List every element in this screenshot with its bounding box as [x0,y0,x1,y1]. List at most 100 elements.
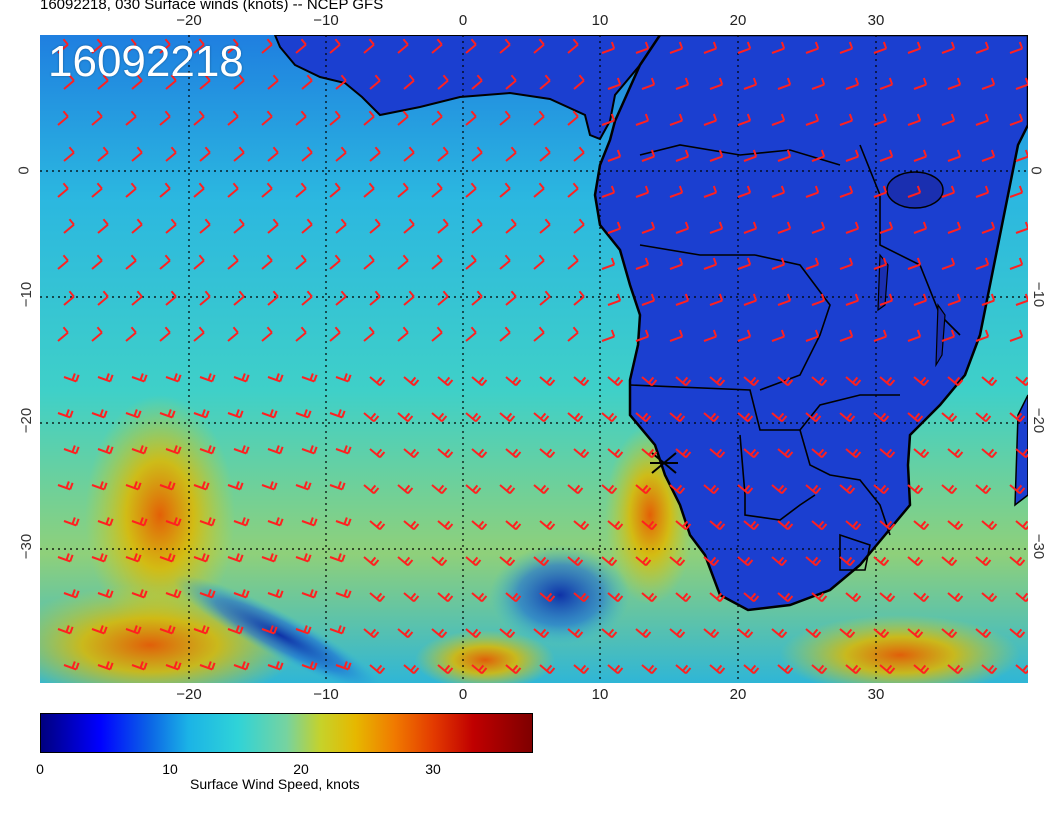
lon-tick-bottom: −20 [176,686,202,703]
wind-barb [981,149,996,162]
wind-barb [363,110,375,126]
wind-barb [403,376,420,387]
wind-barb [539,592,556,603]
wind-barb [709,149,724,162]
wind-barb [737,556,754,567]
wind-barb [403,290,415,306]
wind-barb [329,553,346,563]
wind-barb [335,218,347,234]
wind-barb [199,589,216,599]
wind-barb [227,553,244,563]
wind-barb [159,481,176,491]
wind-barb [913,448,930,459]
wind-barb [499,484,516,495]
wind-barb [437,218,449,234]
wind-barb [913,520,930,531]
wind-barb [873,185,888,198]
wind-barb [845,520,862,531]
wind-barb [873,257,888,270]
wind-barb [165,218,177,234]
wind-barb [533,628,550,639]
wind-barb [635,412,652,423]
wind-barb [641,149,656,162]
wind-barb [737,484,754,495]
wind-barb [369,376,386,387]
wind-barb [1009,628,1026,639]
wind-barb [261,254,273,270]
wind-barbs [57,38,1028,675]
wind-barb [941,257,956,270]
wind-barb [233,290,245,306]
wind-barb [131,517,148,527]
wind-barb [125,38,137,54]
wind-barb [601,41,616,54]
wind-barb [703,556,720,567]
wind-barb [607,520,624,531]
wind-barb [567,412,584,423]
wind-barb [295,110,307,126]
wind-barb [907,484,924,495]
map-title: 16092218, 030 Surface winds (knots) -- N… [40,0,384,13]
wind-barb [97,589,114,599]
wind-barb [301,290,313,306]
wind-barb [233,517,250,527]
wind-barb [1015,592,1028,603]
wind-barb [397,628,414,639]
wind-barb [981,448,998,459]
wind-barb [363,182,375,198]
wind-barb [227,254,239,270]
wind-barb [601,257,616,270]
wind-barb [267,74,279,90]
wind-barb [335,373,352,383]
wind-barb [125,481,142,491]
wind-barb [63,218,75,234]
wind-barb [975,113,990,126]
wind-barb [771,185,786,198]
wind-barb [505,218,517,234]
wind-barb [635,484,652,495]
wind-barb [499,556,516,567]
wind-barb [97,517,114,527]
wind-barb [771,556,788,567]
wind-barb [913,77,928,90]
wind-barb [777,448,794,459]
wind-barb [947,376,964,387]
wind-barb [505,520,522,531]
wind-barb [335,661,352,671]
wind-barb [805,412,822,423]
wind-barb [267,517,284,527]
colorbar-tick: 30 [425,761,441,777]
wind-barb [811,77,826,90]
wind-barb [233,661,250,671]
wind-barb [879,448,896,459]
wind-barb [981,376,998,387]
wind-barb [703,484,720,495]
wind-barb [805,185,820,198]
wind-barb [941,484,958,495]
wind-barb [913,221,928,234]
wind-barb [703,257,718,270]
calm-zone [490,545,630,645]
wind-barb [363,484,380,495]
wind-barb [1015,520,1028,531]
wind-barb [335,146,347,162]
wind-barb [743,448,760,459]
station-marker [650,452,678,474]
wind-barb [839,257,854,270]
wind-barb [941,185,956,198]
wind-barb [465,412,482,423]
wind-barb [805,113,820,126]
wind-barb [533,556,550,567]
wind-barb [505,74,517,90]
wind-barb [267,661,284,671]
wind-barb [261,110,273,126]
lon-tick-bottom: 20 [729,686,747,703]
country-borders [629,144,961,571]
wind-barb [465,556,482,567]
wind-barb [63,146,75,162]
wind-barb [607,149,622,162]
wind-barb [125,326,137,342]
wind-barb [227,326,239,342]
wind-barb [975,185,990,198]
wind-barb [301,517,318,527]
